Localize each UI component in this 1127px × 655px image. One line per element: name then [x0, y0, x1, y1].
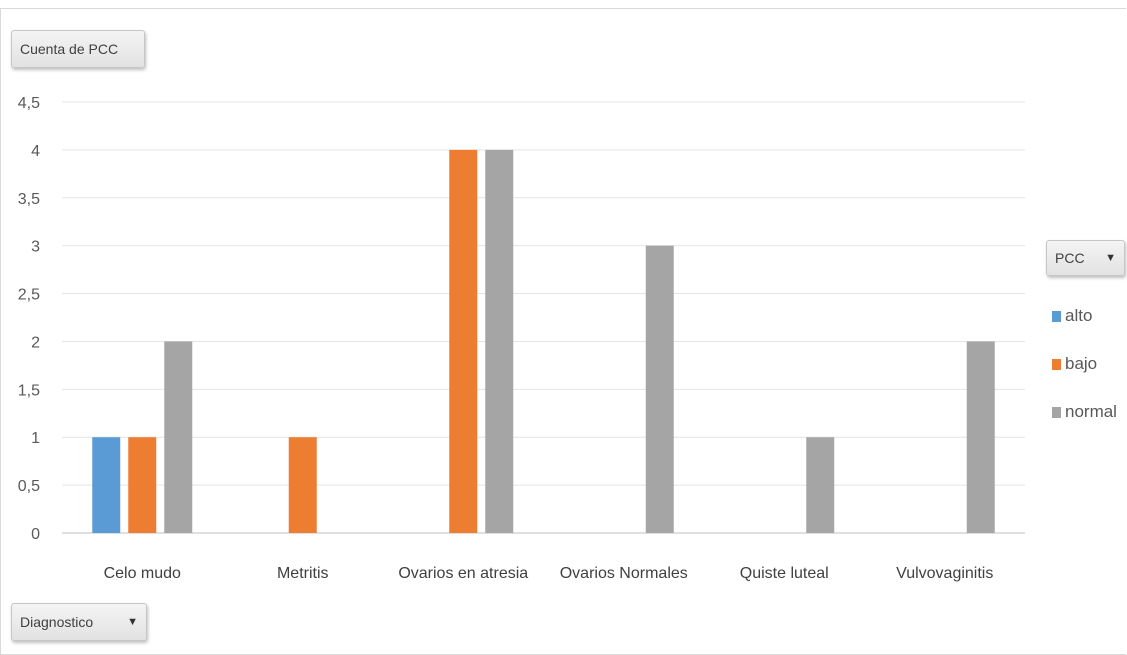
axis-field-label: Diagnostico: [20, 614, 94, 630]
bar-normal[interactable]: [164, 341, 193, 533]
bar-alto[interactable]: [92, 437, 121, 533]
y-tick-label: 3,5: [18, 191, 40, 208]
bar-normal[interactable]: [645, 245, 674, 533]
y-tick-label: 1: [31, 430, 40, 447]
y-tick-label: 1,5: [18, 382, 40, 399]
y-tick-label: 0,5: [18, 478, 40, 495]
x-category-label: Ovarios en atresia: [398, 565, 528, 582]
y-tick-label: 2,5: [18, 287, 40, 304]
axis-field-button[interactable]: Diagnostico ▼: [11, 603, 147, 641]
dropdown-caret-icon[interactable]: ▼: [127, 616, 138, 628]
legend-label: bajo: [1065, 354, 1098, 373]
x-category-label: Quiste luteal: [740, 565, 829, 582]
legend-item-alto[interactable]: alto: [1052, 292, 1117, 340]
legend-item-normal[interactable]: normal: [1052, 388, 1117, 436]
legend-swatch: [1052, 358, 1061, 370]
y-tick-label: 0: [31, 526, 40, 543]
dropdown-caret-icon[interactable]: ▼: [1105, 252, 1116, 264]
legend-field-label: PCC: [1055, 250, 1085, 266]
y-tick-label: 4: [31, 143, 40, 160]
y-tick-label: 3: [31, 239, 40, 256]
bar-normal[interactable]: [485, 149, 514, 533]
x-category-label: Vulvovaginitis: [896, 565, 993, 582]
legend-swatch: [1052, 406, 1061, 418]
bar-bajo[interactable]: [288, 437, 317, 533]
x-category-label: Celo mudo: [104, 565, 181, 582]
value-field-label: Cuenta de PCC: [20, 41, 119, 57]
legend-swatch: [1052, 310, 1061, 322]
y-tick-label: 2: [31, 334, 40, 351]
legend-item-bajo[interactable]: bajo: [1052, 340, 1117, 388]
bar-normal[interactable]: [966, 341, 995, 533]
x-category-label: Metritis: [277, 565, 329, 582]
bar-bajo[interactable]: [449, 149, 478, 533]
legend-field-button[interactable]: PCC ▼: [1046, 240, 1125, 276]
y-tick-label: 4,5: [18, 95, 40, 112]
legend-label: normal: [1065, 402, 1117, 421]
value-field-button[interactable]: Cuenta de PCC: [11, 30, 145, 68]
bar-bajo[interactable]: [128, 437, 157, 533]
x-category-label: Ovarios Normales: [560, 565, 688, 582]
chart-legend: alto bajo normal: [1052, 292, 1117, 436]
bar-normal[interactable]: [806, 437, 835, 533]
legend-label: alto: [1065, 306, 1093, 325]
